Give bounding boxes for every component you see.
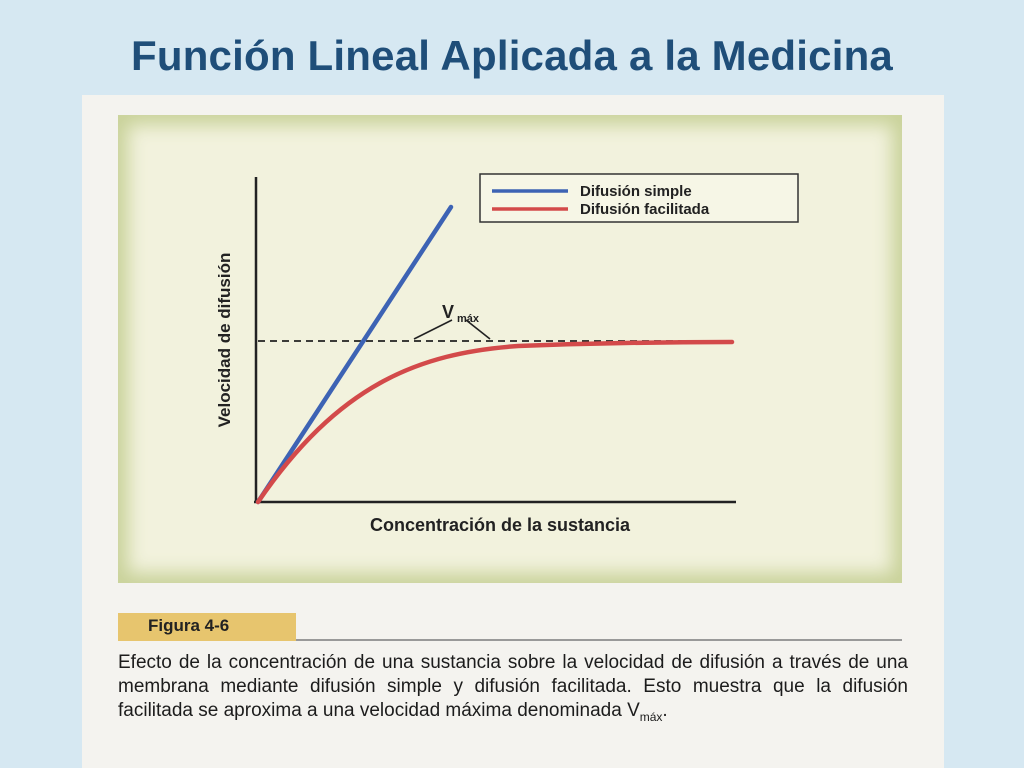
vmax-pointer-right [465, 319, 491, 340]
scanned-figure: Velocidad de difusión Concentración de l… [82, 95, 944, 768]
y-axis-label: Velocidad de difusión [215, 253, 234, 428]
slide-title: Función Lineal Aplicada a la Medicina [130, 32, 893, 79]
figure-label-box: Figura 4-6 [118, 613, 296, 641]
vmax-pointer-left [413, 319, 453, 340]
legend-box [479, 173, 799, 223]
series-line-difusion-facilitada [255, 339, 735, 505]
figure-caption: Efecto de la concentración de una sustan… [118, 651, 908, 729]
vmax-subscript: máx [457, 313, 480, 325]
chart-legend: Difusión simple Difusión facilitada [479, 173, 799, 223]
caption-end: . [662, 700, 668, 721]
chart-panel: Velocidad de difusión Concentración de l… [118, 115, 902, 583]
legend-label-difusion-simple: Difusión simple [580, 183, 692, 200]
caption-subscript: máx [639, 709, 663, 724]
vmax-annotation: V máx [413, 302, 491, 340]
figure-divider [296, 639, 902, 641]
diffusion-chart: Velocidad de difusión Concentración de l… [215, 173, 799, 535]
caption-text: Efecto de la concentración de una sustan… [118, 652, 908, 721]
figure-label: Figura 4-6 [148, 616, 230, 635]
series-line-difusion-simple [255, 204, 454, 505]
vmax-symbol: V [442, 302, 454, 322]
legend-label-difusion-facilitada: Difusión facilitada [580, 201, 710, 218]
x-axis-label: Concentración de la sustancia [370, 515, 631, 535]
